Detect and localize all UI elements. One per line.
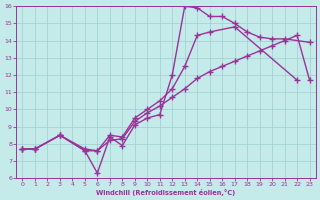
X-axis label: Windchill (Refroidissement éolien,°C): Windchill (Refroidissement éolien,°C) [96,189,236,196]
